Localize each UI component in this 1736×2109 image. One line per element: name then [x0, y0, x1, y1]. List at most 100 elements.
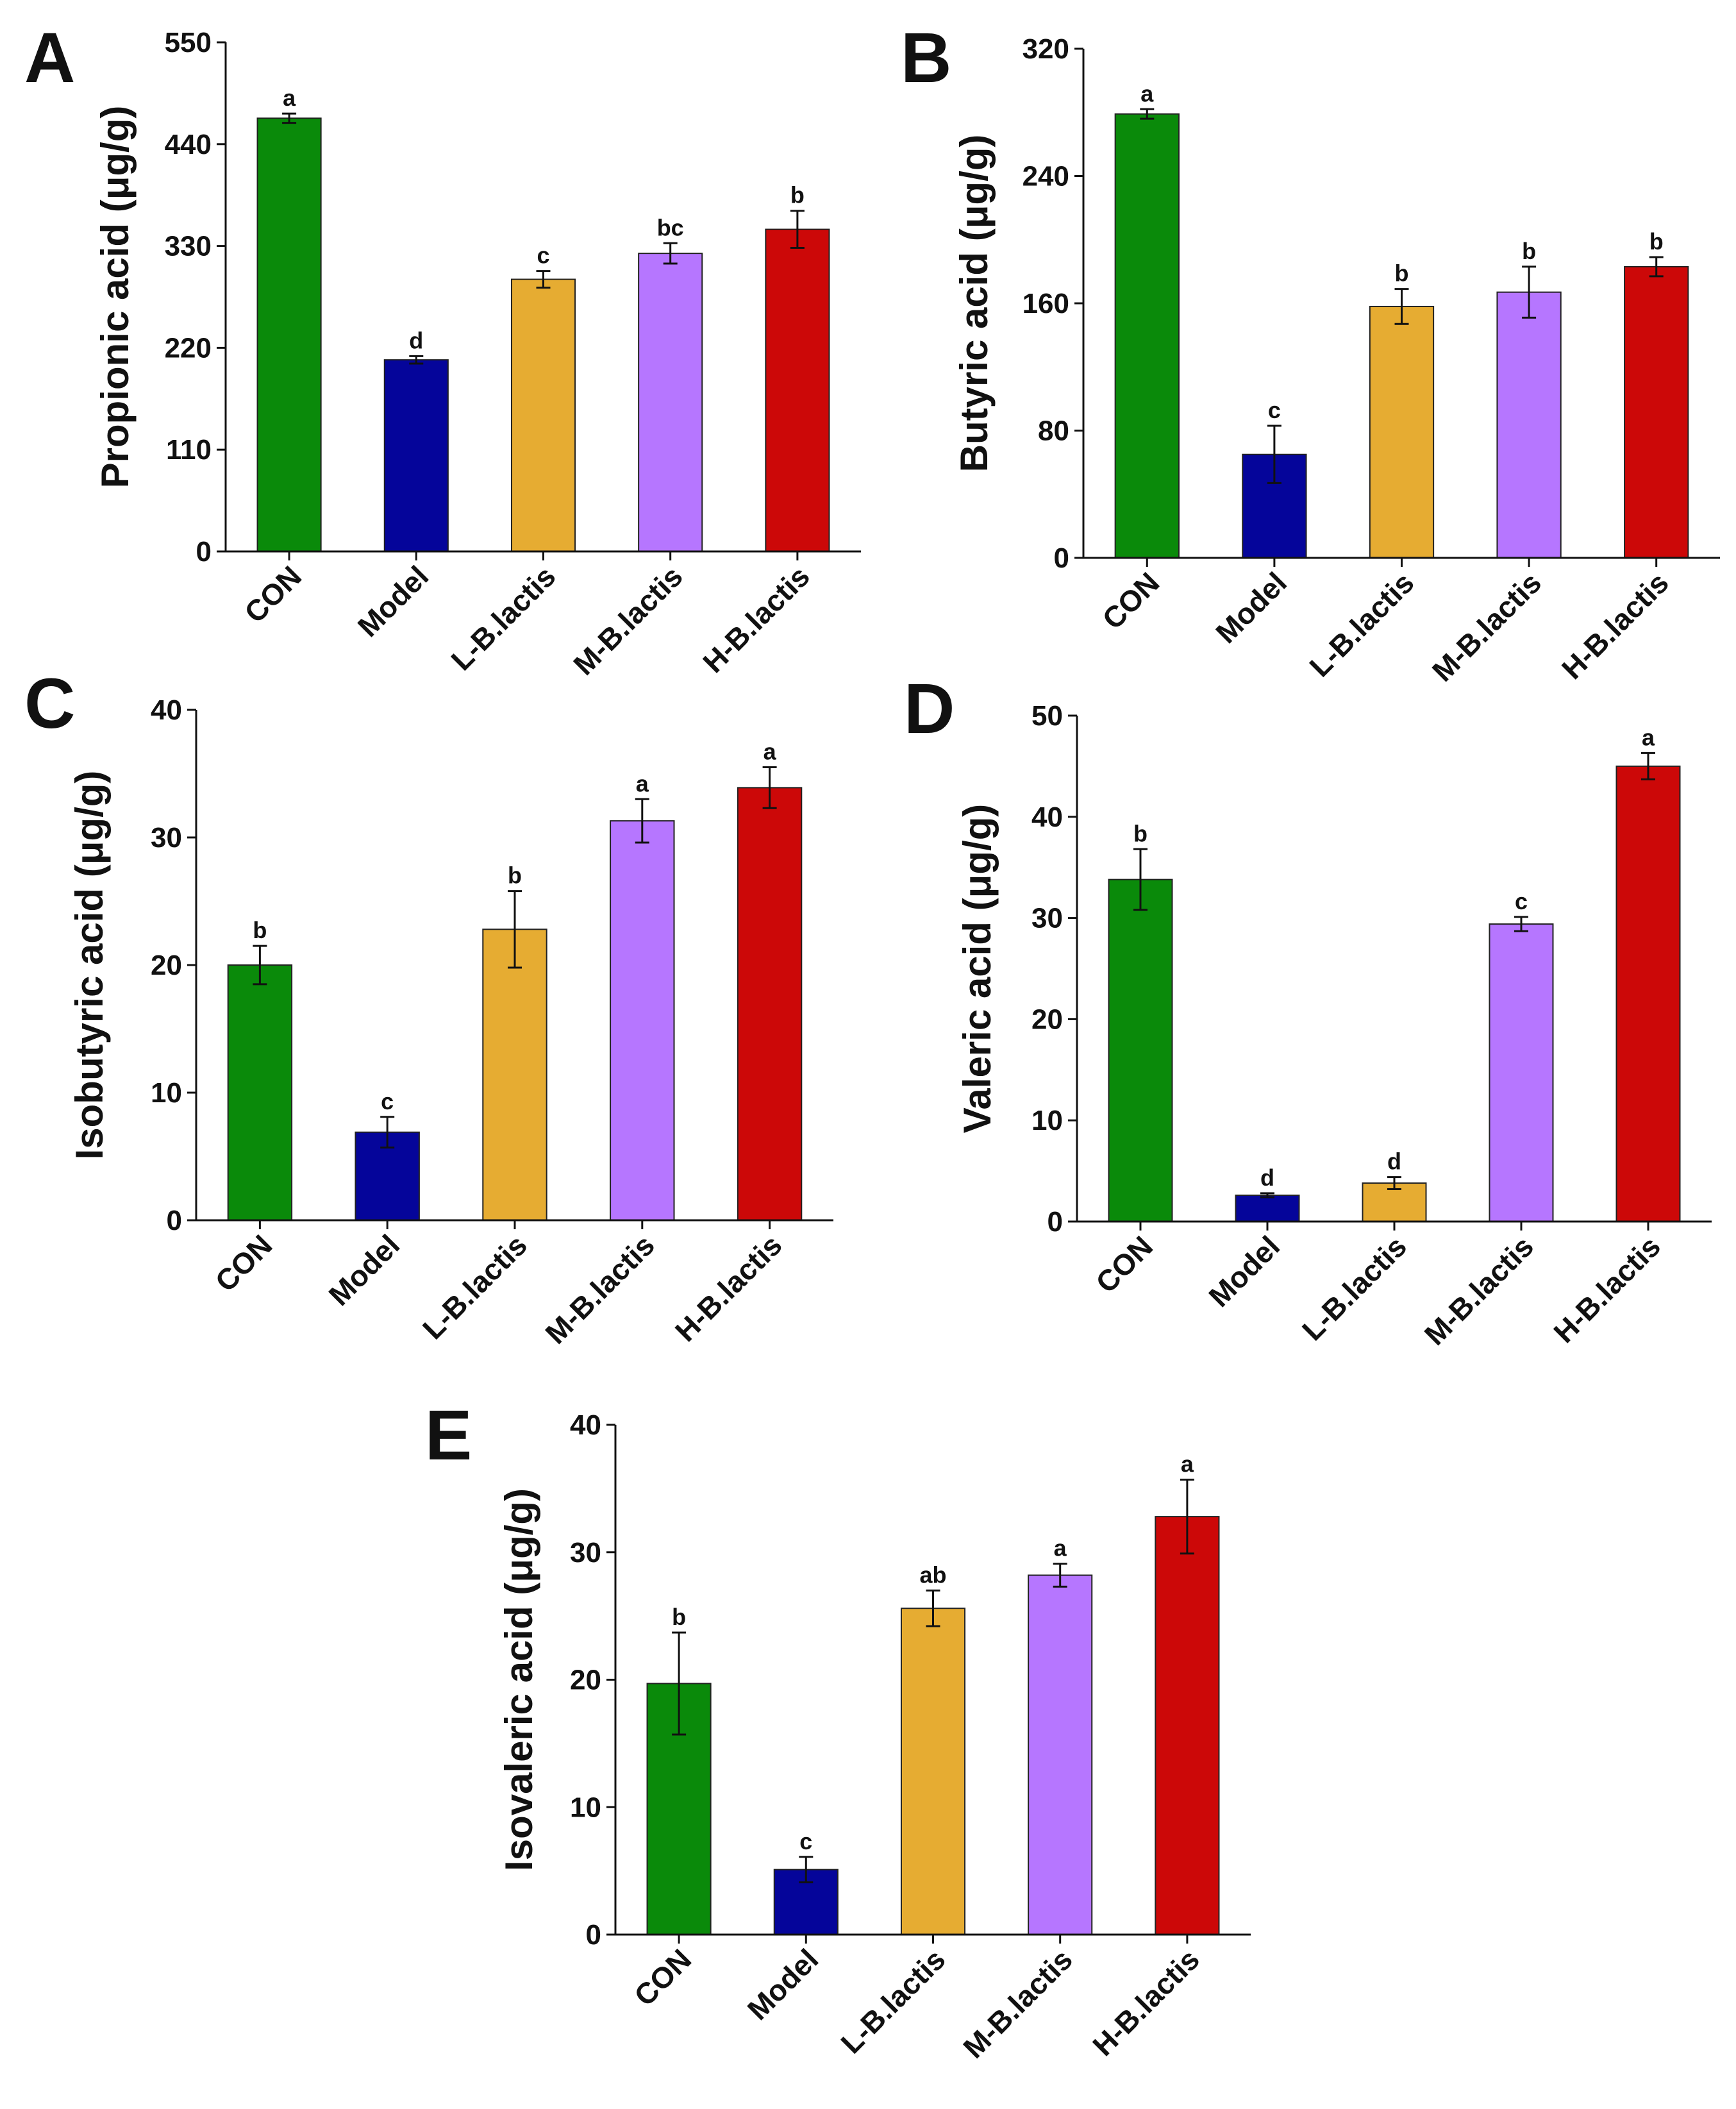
y-axis-title: Propionic acid (μg/g) [94, 106, 137, 489]
significance-label: c [799, 1828, 812, 1854]
bar-l-b-lactis [510, 278, 576, 552]
y-tick-label: 330 [165, 231, 212, 262]
significance-label: a [1181, 1450, 1194, 1477]
error-bar [1641, 752, 1655, 780]
bar-con [256, 117, 322, 553]
y-tick-label: 0 [167, 1205, 182, 1236]
chart-panel-c: Cb CON c Model b L-B.lactis a M-B.lactis a H-B.la… [24, 664, 833, 1350]
error-bar [762, 766, 777, 809]
y-tick-label: 20 [151, 950, 182, 981]
category-label: Model [1209, 566, 1293, 650]
y-tick-label: 220 [165, 332, 212, 364]
y-axis-title: Isovaleric acid (μg/g) [497, 1488, 540, 1871]
y-tick-label: 0 [1047, 1206, 1063, 1238]
error-bar [1522, 265, 1537, 319]
y-tick-label: 0 [1054, 542, 1069, 574]
y-tick-label: 10 [1031, 1105, 1063, 1136]
error-bar [282, 112, 297, 124]
bar-h-b-lactis [1155, 1516, 1220, 1936]
error-bar [1514, 916, 1528, 932]
error-bar [380, 1116, 395, 1149]
category-label: L-B.lactis [1296, 1229, 1413, 1347]
y-tick-label: 550 [165, 27, 212, 58]
category-label: CON [628, 1942, 697, 2012]
error-bar [409, 355, 424, 365]
panel-letter: D [904, 669, 955, 748]
significance-label: b [1649, 228, 1664, 255]
error-bar [1133, 848, 1148, 911]
y-tick-label: 10 [151, 1077, 182, 1109]
significance-label: d [1387, 1148, 1401, 1175]
bar-m-b-lactis [1028, 1574, 1093, 1935]
error-bar [672, 1631, 687, 1736]
error-bar [635, 798, 649, 844]
category-label: M-B.lactis [1418, 1229, 1540, 1351]
y-axis-title: Isobutyric acid (μg/g) [68, 771, 111, 1160]
significance-label: a [283, 85, 296, 111]
category-label: M-B.lactis [538, 1228, 660, 1350]
panel-letter: E [425, 1396, 472, 1475]
significance-label: d [409, 327, 423, 353]
category-label: Model [322, 1228, 406, 1312]
y-tick-label: 40 [570, 1409, 601, 1441]
bar-h-b-lactis [737, 787, 803, 1221]
bar-h-b-lactis [1624, 265, 1689, 559]
y-tick-label: 20 [570, 1665, 601, 1696]
bar-l-b-lactis [900, 1608, 966, 1935]
category-label: L-B.lactis [1303, 566, 1420, 683]
category-label: CON [208, 1228, 278, 1298]
bar-m-b-lactis [1496, 291, 1562, 559]
error-bar [1260, 1192, 1274, 1198]
y-axis-title: Butyric acid (μg/g) [953, 135, 996, 473]
y-tick-label: 10 [570, 1792, 601, 1823]
y-tick-label: 40 [1031, 802, 1063, 833]
category-label: H-B.lactis [1547, 1229, 1667, 1349]
error-bar [926, 1589, 940, 1627]
bar-h-b-lactis [765, 228, 830, 552]
significance-label: a [1140, 80, 1154, 106]
y-tick-label: 240 [1022, 161, 1069, 192]
significance-label: d [1260, 1164, 1274, 1191]
error-bar [1394, 288, 1409, 325]
significance-label: ab [919, 1561, 946, 1588]
significance-label: b [1395, 260, 1409, 287]
panel-letter: C [24, 664, 75, 743]
significance-label: c [1515, 888, 1528, 914]
error-bar [536, 270, 551, 289]
category-label: CON [238, 559, 308, 629]
category-label: H-B.lactis [1086, 1942, 1206, 2062]
bar-con [227, 964, 293, 1221]
y-tick-label: 160 [1022, 288, 1069, 319]
category-label: Model [351, 559, 435, 643]
y-tick-label: 30 [1031, 903, 1063, 934]
category-label: H-B.lactis [669, 1228, 789, 1348]
error-bar [1387, 1176, 1401, 1191]
error-bar [799, 1856, 814, 1884]
significance-label: c [537, 242, 549, 269]
significance-label: a [1054, 1535, 1067, 1561]
error-bar [1649, 256, 1664, 278]
error-bar [663, 242, 678, 265]
category-label: M-B.lactis [567, 559, 689, 681]
error-bar [1140, 108, 1155, 120]
bar-con [1108, 878, 1173, 1222]
category-label: H-B.lactis [1555, 566, 1675, 685]
y-tick-label: 40 [151, 694, 182, 726]
significance-label: c [1268, 397, 1281, 423]
bar-con [1114, 113, 1180, 559]
category-label: L-B.lactis [444, 559, 562, 676]
y-tick-label: 30 [151, 822, 182, 853]
error-bar [1053, 1563, 1067, 1588]
error-bar [1180, 1478, 1194, 1555]
bar-m-b-lactis [610, 820, 675, 1221]
bar-model [383, 359, 449, 553]
y-axis-title: Valeric acid (μg/g) [956, 804, 999, 1134]
chart-panel-a: Aa CON d Model c L-B.lactis bc M-B.lactis b H-B.l… [24, 19, 861, 682]
bar-model [1235, 1194, 1300, 1223]
bar-m-b-lactis [638, 253, 703, 552]
y-tick-label: 50 [1031, 700, 1063, 732]
significance-label: b [672, 1604, 686, 1630]
significance-label: a [764, 739, 777, 765]
bar-l-b-lactis [1369, 305, 1435, 559]
